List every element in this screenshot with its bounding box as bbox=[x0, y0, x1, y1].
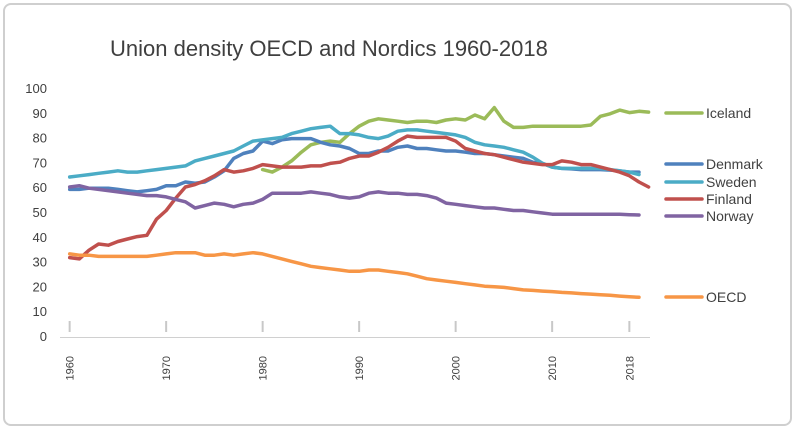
legend-label-finland: Finland bbox=[706, 191, 752, 207]
chart-title: Union density OECD and Nordics 1960-2018 bbox=[110, 36, 548, 61]
series-line-oecd bbox=[67, 250, 641, 300]
chart-frame bbox=[3, 3, 792, 426]
legend-label-norway: Norway bbox=[706, 208, 753, 224]
y-tick-label: 100 bbox=[25, 81, 47, 96]
legend-label-denmark: Denmark bbox=[706, 156, 764, 172]
y-tick-label: 60 bbox=[33, 180, 47, 195]
legend-label-iceland: Iceland bbox=[706, 105, 751, 121]
y-tick-label: 80 bbox=[33, 131, 47, 146]
x-tick-label: 2010 bbox=[547, 356, 559, 380]
x-tick-label: 1970 bbox=[161, 356, 173, 380]
legend-label-sweden: Sweden bbox=[706, 174, 757, 190]
x-tick-label: 2000 bbox=[451, 356, 463, 380]
series-line-norway bbox=[67, 183, 641, 217]
x-tick-label: 1960 bbox=[65, 356, 77, 380]
y-tick-label: 90 bbox=[33, 106, 47, 121]
legend-label-oecd: OECD bbox=[706, 289, 746, 305]
x-tick-label: 2018 bbox=[624, 356, 636, 380]
x-tick-label: 1990 bbox=[354, 356, 366, 380]
y-tick-label: 20 bbox=[33, 279, 47, 294]
y-tick-label: 10 bbox=[33, 304, 47, 319]
series-line-finland bbox=[67, 134, 651, 261]
y-tick-label: 70 bbox=[33, 155, 47, 170]
series-line-iceland bbox=[260, 105, 651, 174]
y-tick-label: 50 bbox=[33, 205, 47, 220]
y-tick-label: 0 bbox=[40, 329, 47, 344]
y-tick-label: 40 bbox=[33, 230, 47, 245]
x-tick-label: 1980 bbox=[258, 356, 270, 380]
y-tick-label: 30 bbox=[33, 255, 47, 270]
